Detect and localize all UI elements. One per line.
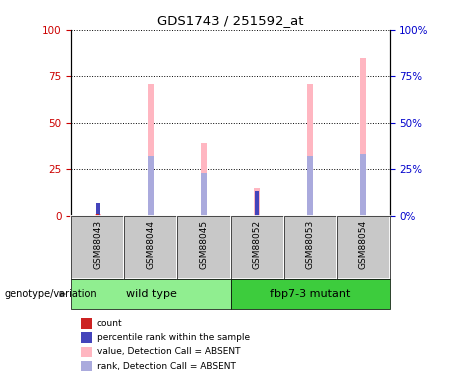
Bar (254, 188, 260, 216)
Title: GDS1743 / 251592_at: GDS1743 / 251592_at (157, 15, 304, 27)
Text: percentile rank within the sample: percentile rank within the sample (97, 333, 250, 342)
Text: GSM88043: GSM88043 (94, 220, 102, 269)
Text: value, Detection Call = ABSENT: value, Detection Call = ABSENT (97, 347, 240, 356)
Bar (96, 202, 100, 216)
Text: wild type: wild type (125, 289, 177, 299)
Bar (71, 279, 230, 309)
Bar (201, 173, 207, 216)
Bar (307, 84, 313, 216)
Bar (230, 216, 284, 279)
Text: GSM88052: GSM88052 (253, 220, 261, 269)
Text: genotype/variation: genotype/variation (5, 289, 97, 299)
Bar (177, 216, 230, 279)
Bar (255, 192, 259, 216)
Bar (124, 216, 177, 279)
Text: GSM88053: GSM88053 (306, 220, 314, 269)
Bar (71, 216, 124, 279)
Bar (230, 279, 390, 309)
Bar (148, 156, 154, 216)
Bar (284, 216, 337, 279)
Bar (230, 216, 284, 279)
Text: GSM88045: GSM88045 (200, 220, 208, 269)
Bar (361, 154, 366, 216)
Bar (337, 216, 390, 279)
Bar (201, 143, 207, 216)
Bar (124, 216, 177, 279)
Bar (71, 216, 124, 279)
Bar (337, 216, 390, 279)
Bar (360, 58, 366, 216)
Bar (307, 156, 313, 216)
Bar (148, 84, 154, 216)
Bar (96, 214, 100, 216)
Bar (177, 216, 230, 279)
Bar (95, 214, 101, 216)
Text: rank, Detection Call = ABSENT: rank, Detection Call = ABSENT (97, 362, 236, 370)
Text: GSM88054: GSM88054 (359, 220, 367, 269)
Text: count: count (97, 319, 123, 328)
Text: GSM88044: GSM88044 (147, 220, 155, 269)
Text: fbp7-3 mutant: fbp7-3 mutant (270, 289, 350, 299)
Bar (284, 216, 337, 279)
